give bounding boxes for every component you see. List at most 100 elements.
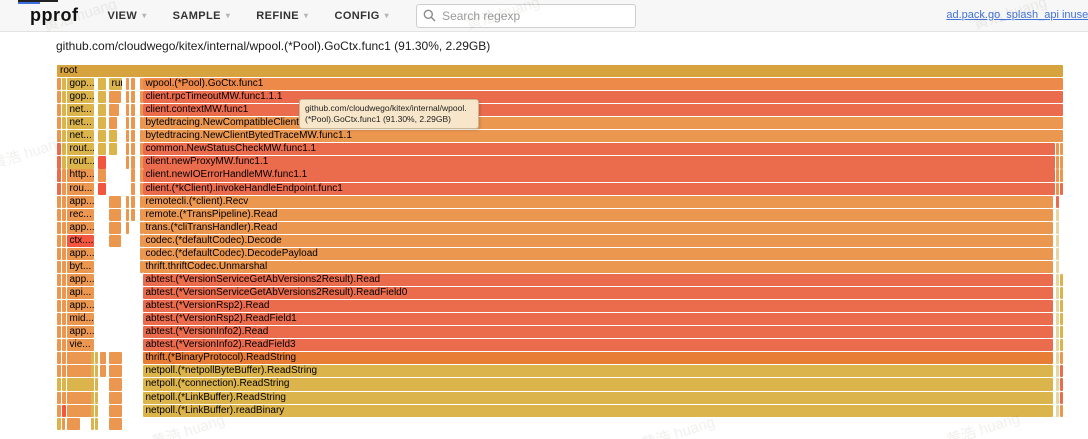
profile-source-link[interactable]: ad.pack.go_splash_api inuse_sp: [946, 9, 1088, 21]
flame-cell[interactable]: [130, 169, 135, 182]
flame-cell[interactable]: [108, 365, 122, 378]
flame-cell[interactable]: rec...: [66, 208, 94, 221]
flame-cell[interactable]: [139, 247, 143, 260]
flame-cell[interactable]: [61, 195, 66, 208]
flame-cell[interactable]: [57, 260, 61, 273]
flame-cell[interactable]: [90, 417, 94, 430]
flame-cell[interactable]: [108, 417, 122, 430]
flame-cell[interactable]: [57, 391, 61, 404]
flame-cell[interactable]: [61, 365, 66, 378]
flame-cell[interactable]: [1056, 156, 1059, 169]
flame-cell[interactable]: client.newProxyMW.func1.1: [142, 156, 1055, 169]
flame-cell[interactable]: [108, 117, 117, 130]
flame-cell[interactable]: [57, 326, 61, 339]
flame-cell[interactable]: [1059, 182, 1063, 195]
flame-cell[interactable]: [57, 104, 61, 117]
flame-cell[interactable]: [1059, 326, 1063, 339]
flame-cell[interactable]: [61, 104, 66, 117]
flame-cell[interactable]: [108, 130, 117, 143]
flame-cell[interactable]: [1056, 247, 1059, 260]
flame-cell[interactable]: [95, 391, 98, 404]
flame-cell[interactable]: [1059, 313, 1063, 326]
flame-cell[interactable]: [125, 91, 129, 104]
flame-cell[interactable]: [57, 182, 61, 195]
flame-cell[interactable]: thrift.(*BinaryProtocol).ReadString: [142, 352, 1053, 365]
flame-cell[interactable]: [139, 169, 143, 182]
flame-cell[interactable]: app...: [66, 300, 94, 313]
flame-cell[interactable]: [61, 339, 66, 352]
flame-cell[interactable]: rout...: [66, 156, 94, 169]
flame-cell[interactable]: [95, 352, 98, 365]
flame-cell[interactable]: [61, 300, 66, 313]
flame-cell[interactable]: [1059, 169, 1063, 182]
flame-cell[interactable]: wpool.(*Pool).GoCtx.func1: [142, 78, 1063, 91]
flame-cell[interactable]: [97, 169, 106, 182]
flame-cell[interactable]: [61, 391, 66, 404]
flame-cell[interactable]: [57, 234, 61, 247]
flame-cell[interactable]: [57, 208, 61, 221]
flame-cell[interactable]: common.NewStatusCheckMW.func1.1: [142, 143, 1055, 156]
flame-cell[interactable]: client.rpcTimeoutMW.func1.1.1: [142, 91, 1063, 104]
flame-cell[interactable]: [61, 169, 66, 182]
flame-cell[interactable]: [130, 104, 135, 117]
flame-cell[interactable]: [125, 130, 129, 143]
flame-cell[interactable]: [139, 208, 143, 221]
flame-cell[interactable]: [1056, 378, 1059, 391]
flame-cell[interactable]: [130, 78, 135, 91]
flame-cell[interactable]: run...: [108, 78, 122, 91]
flame-cell[interactable]: [57, 156, 61, 169]
flame-cell[interactable]: [1056, 404, 1059, 417]
flame-cell[interactable]: [57, 352, 61, 365]
flame-cell[interactable]: [1056, 208, 1059, 221]
flame-cell[interactable]: [57, 313, 61, 326]
flame-cell[interactable]: [1059, 339, 1063, 352]
flame-cell[interactable]: [57, 339, 61, 352]
menu-view[interactable]: VIEW ▾: [107, 10, 146, 22]
flame-cell[interactable]: [139, 78, 143, 91]
flame-cell[interactable]: [61, 91, 66, 104]
flame-cell[interactable]: [1056, 260, 1059, 273]
flame-cell[interactable]: [57, 247, 61, 260]
flame-cell[interactable]: [57, 169, 61, 182]
flame-cell[interactable]: [97, 117, 106, 130]
flame-cell[interactable]: http...: [66, 169, 94, 182]
flame-cell[interactable]: [125, 117, 129, 130]
flame-cell[interactable]: [125, 104, 129, 117]
flame-cell[interactable]: [66, 365, 94, 378]
flame-cell[interactable]: [1056, 300, 1059, 313]
flame-cell[interactable]: [95, 404, 98, 417]
flame-cell[interactable]: [90, 404, 94, 417]
flame-cell[interactable]: [1056, 273, 1059, 287]
flame-cell[interactable]: [57, 130, 61, 143]
flame-cell[interactable]: [57, 195, 61, 208]
flame-cell[interactable]: [1056, 143, 1059, 156]
flame-cell[interactable]: [61, 352, 66, 365]
flame-cell[interactable]: [108, 143, 117, 156]
flame-cell[interactable]: [125, 221, 129, 234]
flame-cell[interactable]: [130, 117, 135, 130]
flame-cell[interactable]: [97, 78, 106, 91]
flame-cell[interactable]: [97, 182, 106, 195]
flame-cell[interactable]: remotecli.(*client).Recv: [142, 195, 1053, 208]
flame-cell[interactable]: [61, 260, 66, 273]
flame-cell[interactable]: [66, 378, 94, 391]
flame-cell[interactable]: client.contextMW.func1: [142, 104, 1063, 117]
flame-cell[interactable]: [57, 404, 61, 417]
flame-cell[interactable]: [61, 78, 66, 91]
flame-cell[interactable]: [1056, 195, 1059, 208]
flame-cell[interactable]: [61, 221, 66, 234]
flame-cell[interactable]: [1059, 352, 1063, 365]
flame-cell[interactable]: [99, 365, 106, 378]
flame-cell[interactable]: [139, 143, 143, 156]
search-input[interactable]: [442, 8, 630, 23]
flame-cell[interactable]: [61, 117, 66, 130]
flame-cell[interactable]: app...: [66, 221, 94, 234]
flame-cell[interactable]: [90, 365, 94, 378]
flame-cell[interactable]: [95, 378, 98, 391]
flame-cell[interactable]: app...: [66, 195, 94, 208]
flame-cell[interactable]: [97, 104, 106, 117]
flame-cell[interactable]: net...: [66, 117, 94, 130]
flame-cell[interactable]: [90, 391, 94, 404]
flame-cell[interactable]: [108, 404, 122, 417]
flame-cell[interactable]: [97, 143, 106, 156]
